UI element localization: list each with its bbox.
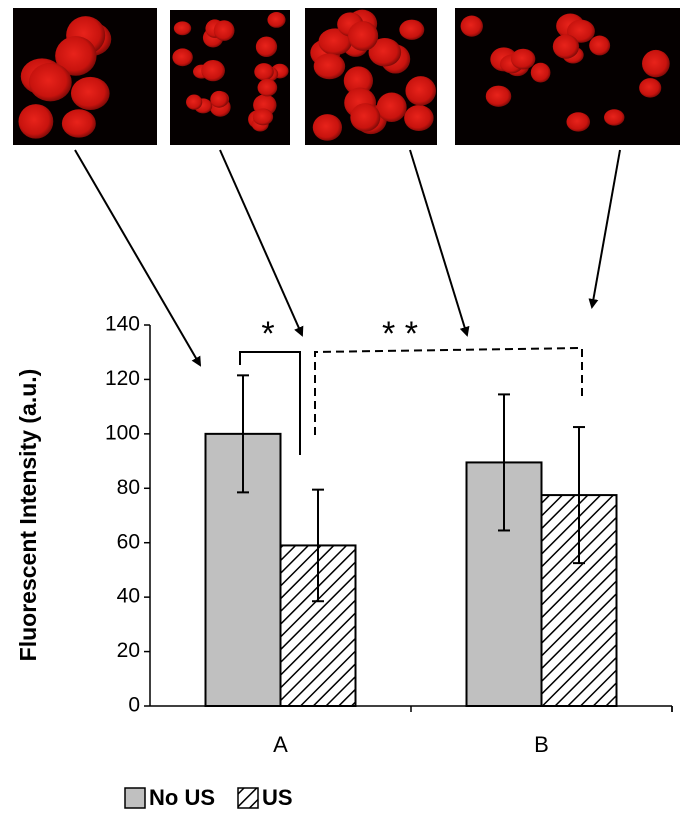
cell — [318, 28, 352, 56]
bracket — [314, 346, 583, 435]
cell — [368, 38, 402, 67]
cell — [257, 78, 278, 97]
cell — [347, 21, 379, 51]
legend-label: US — [262, 785, 293, 810]
cell — [510, 48, 536, 70]
y-tick-label: 20 — [117, 639, 140, 662]
arrows — [74, 149, 621, 367]
cell — [313, 53, 346, 80]
legend-label: No US — [149, 785, 215, 810]
legend-swatch — [124, 787, 146, 809]
arrow — [588, 149, 621, 309]
y-tick-label: 60 — [117, 530, 140, 553]
y-tick-label: 140 — [105, 313, 140, 336]
cell — [566, 112, 591, 132]
cell — [567, 19, 595, 43]
cell — [55, 36, 97, 76]
significance-label: * * — [382, 315, 418, 353]
cell — [254, 63, 274, 81]
cell — [267, 11, 286, 28]
arrow — [409, 149, 470, 337]
cell — [255, 36, 278, 58]
arrow — [74, 149, 202, 367]
micrographs — [13, 8, 680, 145]
cell — [312, 114, 343, 141]
x-tick-label: A — [273, 732, 288, 757]
legend-swatch — [237, 787, 259, 809]
y-tick-label: 40 — [117, 585, 140, 608]
y-tick-label: 100 — [105, 421, 140, 444]
significance-label: * — [261, 315, 274, 353]
cell — [376, 92, 407, 122]
cell — [173, 21, 192, 36]
cell — [201, 59, 225, 82]
cell — [639, 78, 662, 98]
cell — [61, 109, 96, 138]
cell — [589, 35, 611, 56]
cell — [70, 76, 110, 110]
cell — [210, 90, 228, 108]
significance — [239, 346, 583, 455]
cell — [405, 76, 436, 106]
cell — [399, 19, 425, 40]
cell — [172, 48, 193, 67]
cell — [18, 104, 54, 139]
cell — [343, 66, 374, 96]
cell — [404, 104, 434, 132]
x-tick-label: B — [534, 732, 549, 757]
cell — [530, 62, 551, 83]
cell — [460, 15, 483, 37]
cell — [552, 34, 580, 59]
y-tick-label: 120 — [105, 367, 140, 390]
cell — [252, 108, 274, 126]
y-tick-label: 0 — [128, 694, 140, 717]
cell — [604, 109, 625, 126]
cell — [350, 103, 381, 132]
cell — [485, 85, 512, 107]
bracket — [239, 351, 301, 455]
y-axis-label: Fluorescent Intensity (a.u.) — [15, 369, 41, 662]
cell — [186, 94, 203, 110]
arrow — [219, 149, 304, 337]
y-tick-label: 80 — [117, 476, 140, 499]
cell — [213, 20, 235, 41]
cell — [28, 63, 72, 102]
cell — [642, 49, 670, 78]
